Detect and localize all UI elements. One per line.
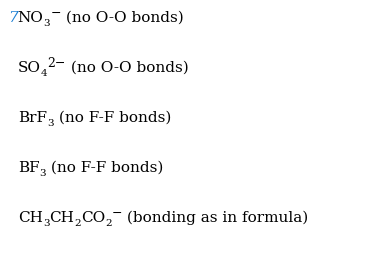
- Text: (no F-F bonds): (no F-F bonds): [54, 111, 171, 125]
- Text: CH: CH: [18, 211, 43, 225]
- Text: 2: 2: [105, 219, 112, 228]
- Text: CH: CH: [49, 211, 74, 225]
- Text: 3: 3: [47, 119, 54, 128]
- Text: SO: SO: [18, 61, 41, 75]
- Text: BF: BF: [18, 161, 40, 175]
- Text: CO: CO: [81, 211, 105, 225]
- Text: −: −: [112, 207, 122, 220]
- Text: 7: 7: [8, 11, 18, 25]
- Text: 3: 3: [43, 219, 49, 228]
- Text: NO: NO: [18, 11, 44, 25]
- Text: −: −: [50, 7, 61, 20]
- Text: (no O-O bonds): (no O-O bonds): [66, 61, 189, 75]
- Text: 3: 3: [40, 169, 46, 178]
- Text: 3: 3: [44, 19, 50, 28]
- Text: BrF: BrF: [18, 111, 47, 125]
- Text: 2−: 2−: [47, 57, 66, 70]
- Text: (no O-O bonds): (no O-O bonds): [61, 11, 183, 25]
- Text: (bonding as in formula): (bonding as in formula): [122, 211, 309, 225]
- Text: 4: 4: [41, 69, 47, 78]
- Text: 2: 2: [74, 219, 81, 228]
- Text: (no F-F bonds): (no F-F bonds): [46, 161, 163, 175]
